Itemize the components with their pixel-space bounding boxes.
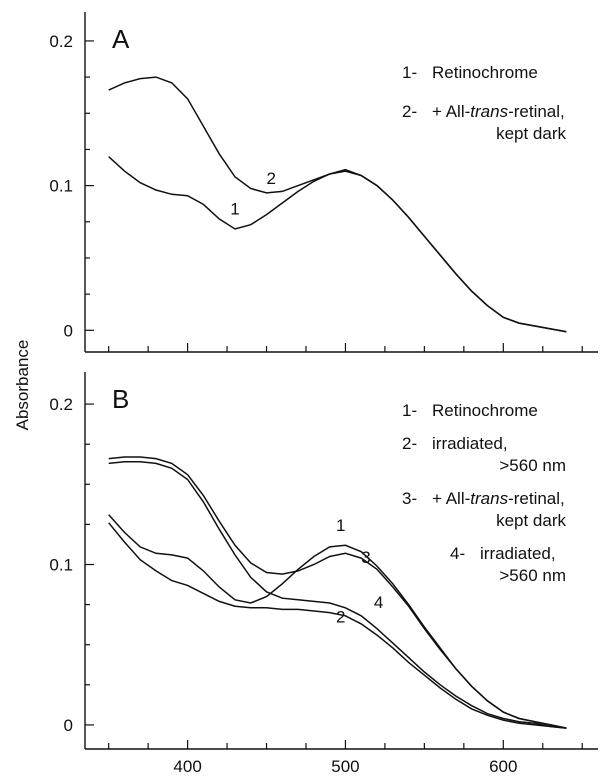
series-4-line [108,461,567,729]
panel-a: 0 0.1 0.2 A 1 2 1- Retinochrome 2- + All-trans-re… [49,12,598,353]
series-3-label: 3 [361,548,370,567]
legend-item-3-number: 3- [402,489,417,508]
y-tick-label: 0 [64,716,73,735]
y-tick-label: 0.2 [49,395,73,414]
legend-item-3-text-cont: kept dark [496,511,566,530]
legend-item-2-text: irradiated, [432,434,508,453]
legend-item-1-text: Retinochrome [432,401,538,420]
y-tick-label: 0.1 [49,556,73,575]
legend-item-2-text-cont: >560 nm [499,456,566,475]
legend-item-2-number: 2- [402,434,417,453]
x-tick-label: 500 [331,757,359,776]
series-2-label: 2 [267,169,276,188]
y-tick-label: 0.1 [49,177,73,196]
series-2-label: 2 [336,607,345,626]
panel-label: B [112,384,129,414]
series-4-label: 4 [374,593,383,612]
legend-item-3-text: + All-trans-retinal, [432,489,565,508]
series-3-line [108,456,567,729]
panel-b: 00.10.2400500600Wavelength in nmB12341-R… [49,372,598,776]
legend-item-2-number: 2- [402,102,417,121]
y-tick-label: 0.2 [49,32,73,51]
series-2-line [108,76,567,333]
legend-item-4-number: 4- [450,544,465,563]
legend-item-2-text-cont: kept dark [496,124,566,143]
legend-item-1-number: 1- [402,63,417,82]
series-1-line [108,156,567,333]
legend-item-1-number: 1- [402,401,417,420]
legend-item-4-text-cont: >560 nm [499,566,566,585]
shared-y-axis-title: Absorbance [13,340,32,431]
x-tick-label: 600 [489,757,517,776]
legend-item-4-text: irradiated, [480,544,556,563]
legend-item-2-text: + All-trans-retinal, [432,102,565,121]
series-1-label: 1 [230,200,239,219]
panel-label: A [112,24,130,54]
x-tick-label: 400 [173,757,201,776]
series-2-line [108,522,567,729]
series-1-label: 1 [336,516,345,535]
legend-item-1-text: Retinochrome [432,63,538,82]
y-tick-label: 0 [64,321,73,340]
